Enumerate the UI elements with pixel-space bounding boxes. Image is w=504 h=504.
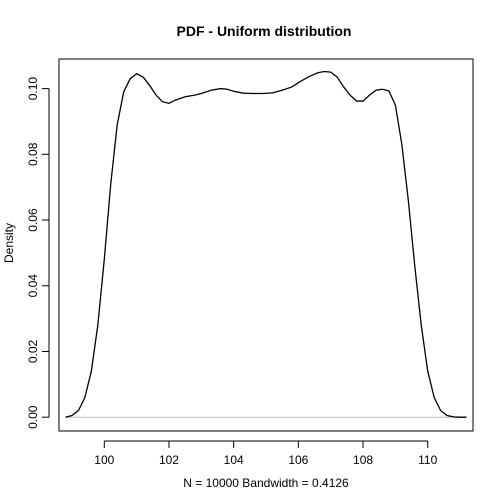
x-tick-label: 110: [418, 453, 437, 467]
y-tick-label: 0.08: [26, 142, 40, 166]
x-tick-label: 100: [94, 453, 114, 467]
y-tick-label: 0.00: [26, 405, 40, 429]
x-axis: 100 102 104 106 108 110: [94, 440, 438, 467]
x-tick-label: 106: [288, 453, 308, 467]
plot-frame: [58, 58, 474, 432]
y-tick-label: 0.02: [26, 339, 40, 363]
density-curve: [65, 70, 467, 418]
y-tick-label: 0.06: [26, 208, 40, 232]
chart-title: PDF - Uniform distribution: [177, 23, 352, 39]
y-tick-label: 0.04: [26, 274, 40, 298]
x-tick-label: 108: [353, 453, 373, 467]
x-tick-label: 104: [224, 453, 244, 467]
x-axis-label: N = 10000 Bandwidth = 0.4126: [183, 476, 349, 490]
y-axis: 0.00 0.02 0.04 0.06 0.08 0.10: [26, 77, 50, 429]
y-axis-label: Density: [2, 223, 16, 263]
y-tick-label: 0.10: [26, 77, 40, 101]
x-tick-label: 102: [159, 453, 179, 467]
